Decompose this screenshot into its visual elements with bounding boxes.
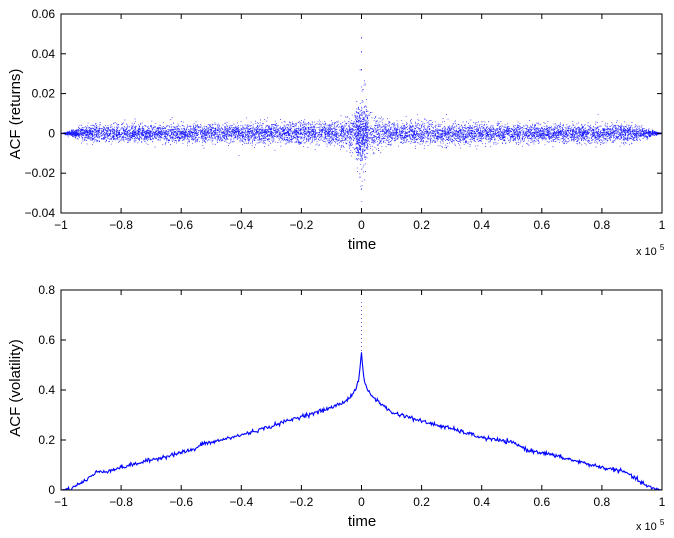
- plot-1-xtick-label-10: 1: [659, 495, 666, 509]
- plot-0-ytick-label-2: 0: [48, 126, 55, 140]
- plot-0-xtick-label-7: 0.4: [473, 218, 490, 232]
- plot-0-xtick-label-6: 0.2: [413, 218, 430, 232]
- returns-scatter-points: [61, 69, 662, 202]
- returns-x-multiplier: x 10 5: [636, 243, 665, 258]
- plot-1-xtick-label-3: −0.4: [229, 495, 253, 509]
- plot-0-ytick-label-4: 0.04: [32, 47, 56, 61]
- plot-0-xtick-label-4: −0.2: [290, 218, 314, 232]
- plot-1-ytick-label-3: 0.6: [38, 333, 55, 347]
- plot-0-xtick-label-5: 0: [358, 218, 365, 232]
- plot-1-ytick-label-4: 0.8: [38, 283, 55, 297]
- plot-0-xtick-label-8: 0.6: [533, 218, 550, 232]
- plot-1-ytick-label-0: 0: [48, 483, 55, 497]
- plot-1-xtick-label-7: 0.4: [473, 495, 490, 509]
- returns-x-multiplier-exp: 5: [660, 243, 665, 252]
- plot-0-ytick-label-1: −0.02: [25, 166, 56, 180]
- volatility-xlabel: time: [348, 513, 376, 530]
- plot-0-xtick-label-2: −0.6: [169, 218, 193, 232]
- volatility-acf-line: [61, 352, 662, 490]
- returns-outlier-point-0: [361, 37, 362, 39]
- volatility-x-multiplier-exp: 5: [660, 518, 665, 527]
- volatility-x-multiplier-base: x 10: [636, 521, 657, 533]
- returns-outlier-point-1: [361, 51, 362, 53]
- plot-1-xtick-label-1: −0.8: [109, 495, 133, 509]
- returns-xlabel: time: [348, 236, 376, 253]
- volatility-acf-plot: ACF (volatility) time x 10 5 −1 −0.8 −0.6 −…: [7, 283, 666, 533]
- plot-1-data: [61, 300, 662, 490]
- plot-0-xtick-label-3: −0.4: [229, 218, 253, 232]
- plot-0-xtick-label-9: 0.8: [594, 218, 611, 232]
- plot-1-xtick-label-2: −0.6: [169, 495, 193, 509]
- returns-x-multiplier-base: x 10: [636, 246, 657, 258]
- plot-0-xtick-label-1: −0.8: [109, 218, 133, 232]
- volatility-ylabel: ACF (volatility): [7, 339, 24, 437]
- plot-0-data: [61, 37, 662, 202]
- plot-0-ytick-label-3: 0.02: [32, 87, 56, 101]
- returns-outlier-point-3: [361, 188, 362, 190]
- returns-outlier-point-2: [361, 69, 362, 71]
- volatility-x-multiplier: x 10 5: [636, 518, 665, 533]
- returns-ylabel: ACF (returns): [7, 69, 24, 160]
- plot-0-xtick-label-10: 1: [659, 218, 666, 232]
- plot-0-xtick-label-0: −1: [54, 218, 68, 232]
- plot-1-xtick-label-8: 0.6: [533, 495, 550, 509]
- plot-1-xtick-label-4: −0.2: [290, 495, 314, 509]
- plot-1-xtick-label-5: 0: [358, 495, 365, 509]
- returns-outlier-point-5: [362, 89, 364, 91]
- returns-outlier-point-4: [359, 176, 361, 178]
- plot-1-xtick-label-9: 0.8: [594, 495, 611, 509]
- plot-1-ytick-label-2: 0.4: [38, 383, 55, 397]
- plot-0-ytick-label-0: −0.04: [25, 206, 56, 220]
- plot-0-ytick-label-5: 0.06: [32, 7, 56, 21]
- plot-1-xtick-label-0: −1: [54, 495, 68, 509]
- plot-1-ytick-label-1: 0.2: [38, 433, 55, 447]
- returns-acf-plot: ACF (returns) time x 10 5 −1 −0.8 −0.6 −0.4…: [7, 7, 666, 258]
- plot-1-xtick-label-6: 0.2: [413, 495, 430, 509]
